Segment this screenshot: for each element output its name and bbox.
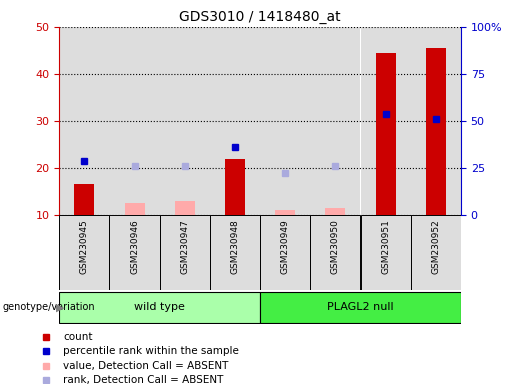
Bar — [260, 27, 310, 215]
Text: genotype/variation: genotype/variation — [3, 302, 95, 312]
Bar — [275, 210, 295, 215]
Bar — [109, 27, 160, 215]
Bar — [360, 27, 410, 215]
Bar — [410, 215, 461, 290]
Bar — [59, 215, 109, 290]
Text: GSM230946: GSM230946 — [130, 219, 139, 273]
Bar — [260, 215, 310, 290]
Bar — [210, 27, 260, 215]
Bar — [160, 215, 210, 290]
Text: GSM230945: GSM230945 — [80, 219, 89, 273]
Bar — [125, 203, 145, 215]
Bar — [310, 215, 360, 290]
Bar — [360, 215, 410, 290]
Text: wild type: wild type — [134, 302, 185, 312]
Bar — [426, 48, 446, 215]
Bar — [74, 184, 94, 215]
Bar — [59, 292, 260, 323]
Bar — [325, 208, 346, 215]
Bar — [260, 292, 461, 323]
Bar — [375, 53, 396, 215]
Text: GSM230948: GSM230948 — [231, 219, 239, 273]
Text: GSM230952: GSM230952 — [432, 219, 440, 273]
Title: GDS3010 / 1418480_at: GDS3010 / 1418480_at — [179, 10, 341, 25]
Text: GSM230949: GSM230949 — [281, 219, 289, 273]
Bar — [160, 27, 210, 215]
Bar — [109, 215, 160, 290]
Text: GSM230951: GSM230951 — [381, 219, 390, 274]
Text: percentile rank within the sample: percentile rank within the sample — [63, 346, 239, 356]
Bar — [310, 27, 360, 215]
Bar — [210, 215, 260, 290]
Text: count: count — [63, 332, 93, 342]
Text: GSM230950: GSM230950 — [331, 219, 340, 274]
Bar — [59, 27, 109, 215]
Bar — [225, 159, 245, 215]
Text: PLAGL2 null: PLAGL2 null — [327, 302, 394, 312]
Text: GSM230947: GSM230947 — [180, 219, 189, 273]
Text: rank, Detection Call = ABSENT: rank, Detection Call = ABSENT — [63, 375, 224, 384]
Text: ▶: ▶ — [56, 302, 64, 312]
Bar — [410, 27, 461, 215]
Text: value, Detection Call = ABSENT: value, Detection Call = ABSENT — [63, 361, 229, 371]
Bar — [175, 201, 195, 215]
